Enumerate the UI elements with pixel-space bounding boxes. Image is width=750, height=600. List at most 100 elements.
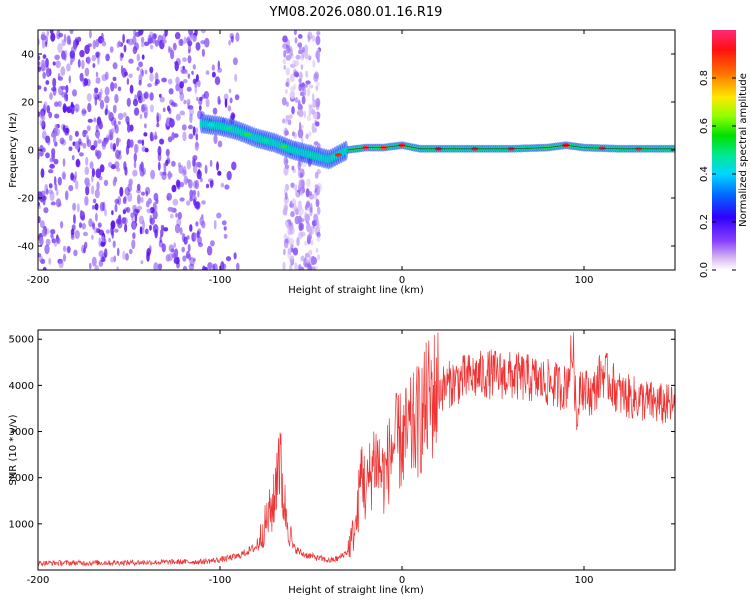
noise-blob xyxy=(72,202,76,211)
noise-blob xyxy=(45,57,49,68)
noise-blob xyxy=(136,183,141,191)
noise-blob xyxy=(84,166,90,175)
noise-blob xyxy=(183,99,187,105)
noise-blob xyxy=(201,220,206,229)
noise-blob xyxy=(85,134,89,141)
noise-blob xyxy=(305,80,311,85)
noise-blob xyxy=(191,70,194,75)
noise-blob xyxy=(79,49,85,58)
noise-blob xyxy=(158,239,164,248)
noise-blob xyxy=(138,61,144,68)
noise-blob xyxy=(179,91,185,102)
noise-blob xyxy=(75,108,79,114)
noise-blob xyxy=(98,36,104,44)
noise-blob xyxy=(298,222,303,232)
noise-blob xyxy=(192,78,197,85)
noise-blob xyxy=(223,233,228,239)
noise-blob xyxy=(193,257,196,262)
noise-blob xyxy=(315,50,321,60)
noise-blob xyxy=(289,90,296,100)
noise-blob xyxy=(293,71,299,78)
noise-blob xyxy=(297,215,303,224)
noise-blob xyxy=(179,181,185,188)
noise-blob xyxy=(216,212,222,219)
noise-blob xyxy=(74,103,80,112)
noise-blob xyxy=(192,34,197,42)
noise-blob xyxy=(161,77,167,83)
noise-blob xyxy=(217,67,223,73)
noise-blob xyxy=(173,257,178,264)
noise-blob xyxy=(95,168,102,179)
noise-blob xyxy=(47,136,51,146)
noise-blob xyxy=(300,179,305,189)
noise-blob xyxy=(290,211,295,218)
noise-blob xyxy=(150,169,156,180)
noise-blob xyxy=(201,200,206,205)
noise-blob xyxy=(293,30,297,36)
noise-blob xyxy=(287,119,292,126)
noise-blob xyxy=(73,249,78,257)
noise-blob xyxy=(298,207,304,216)
noise-blob xyxy=(149,224,152,231)
noise-blob xyxy=(91,185,95,195)
noise-blob xyxy=(104,208,107,217)
noise-blob xyxy=(192,189,197,197)
noise-blob xyxy=(79,152,84,157)
noise-blob xyxy=(189,106,194,117)
noise-blob xyxy=(165,148,170,157)
snr-series-line xyxy=(38,332,675,568)
noise-blob xyxy=(195,221,199,227)
snr-xtick-label: 100 xyxy=(574,575,593,586)
noise-blob xyxy=(104,95,110,104)
noise-blob xyxy=(172,42,177,51)
noise-blob xyxy=(110,81,115,92)
noise-blob xyxy=(95,212,98,222)
noise-blob xyxy=(282,261,286,270)
noise-blob xyxy=(38,61,41,66)
noise-blob xyxy=(65,84,69,94)
noise-blob xyxy=(283,64,286,70)
colorbar-tick-label: 0.8 xyxy=(699,70,710,86)
noise-blob xyxy=(167,196,170,201)
ridge-peak xyxy=(334,153,342,157)
noise-blob xyxy=(110,128,115,134)
noise-blob xyxy=(73,214,76,224)
noise-blob xyxy=(71,155,75,161)
noise-blob xyxy=(294,97,299,103)
noise-blob xyxy=(312,59,316,68)
noise-blob xyxy=(87,118,93,123)
noise-blob xyxy=(310,108,316,115)
noise-blob xyxy=(41,116,46,121)
colorbar-tick-label: 0.6 xyxy=(699,118,710,134)
noise-blob xyxy=(104,108,108,116)
noise-blob xyxy=(133,30,136,38)
noise-blob xyxy=(173,242,176,248)
noise-blob xyxy=(98,229,105,236)
noise-blob xyxy=(185,254,190,259)
noise-blob xyxy=(210,240,215,247)
noise-blob xyxy=(192,126,196,136)
noise-blob xyxy=(171,160,176,167)
noise-blob xyxy=(61,91,67,98)
noise-blob xyxy=(300,64,304,70)
noise-blob xyxy=(195,161,202,168)
noise-blob xyxy=(128,58,134,64)
noise-blob xyxy=(92,39,97,50)
noise-blob xyxy=(97,132,100,140)
noise-blob xyxy=(161,171,167,181)
noise-blob xyxy=(91,54,97,62)
noise-blob xyxy=(201,48,205,57)
noise-blob xyxy=(287,247,292,256)
noise-blob xyxy=(123,44,127,53)
noise-blob xyxy=(306,261,310,267)
noise-blob xyxy=(143,106,149,116)
noise-blob xyxy=(311,122,316,133)
noise-blob xyxy=(209,159,213,167)
noise-blob xyxy=(157,34,163,45)
noise-blob xyxy=(38,253,42,258)
noise-blob xyxy=(196,230,200,239)
noise-blob xyxy=(111,229,114,239)
noise-blob xyxy=(150,137,154,142)
noise-blob xyxy=(114,228,119,233)
noise-blob xyxy=(100,88,103,96)
